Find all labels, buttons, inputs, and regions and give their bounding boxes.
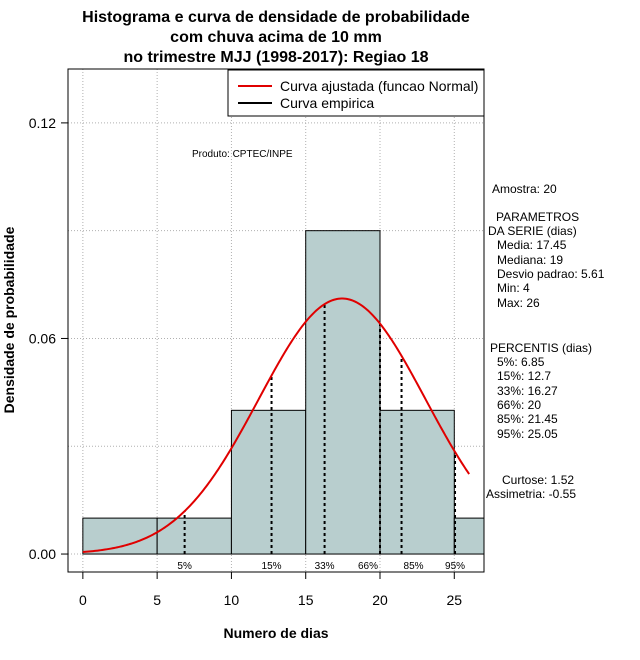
histogram-bar-2 [230, 409, 307, 555]
stat-parametros-title-2: DA SERIE (dias) [488, 224, 577, 238]
histogram-bars [82, 230, 485, 555]
stat-parametros-title-1: PARAMETROS [496, 210, 579, 224]
y-tick-label-0: 0.00 [29, 546, 56, 562]
stat-min: Min: 4 [497, 281, 530, 295]
stat-p85: 85%: 21.45 [497, 412, 558, 426]
normal-curve [82, 297, 470, 554]
x-tick-label-2: 10 [224, 592, 240, 608]
histogram-bar-0 [82, 517, 158, 555]
stat-p33: 33%: 16.27 [497, 384, 558, 398]
histogram-bar-1 [156, 517, 232, 555]
stat-p95: 95%: 25.05 [497, 427, 558, 441]
chart-title-line-3: no trimestre MJJ (1998-2017): Regiao 18 [123, 49, 428, 66]
percentile-lines: 5% 15% 33% 66% 85% 95% [177, 304, 465, 572]
stat-desvio: Desvio padrao: 5.61 [497, 267, 605, 281]
histogram-bar-3 [305, 230, 381, 555]
stat-media: Media: 17.45 [497, 238, 567, 252]
y-axis-label: Densidade de probabilidade [1, 226, 17, 413]
chart-title-line-2: com chuva acima de 10 mm [170, 29, 382, 46]
y-tick-label-2: 0.12 [29, 115, 56, 131]
y-tick-label-1: 0.06 [29, 330, 56, 346]
legend-box [227, 69, 485, 117]
stat-percentis-title: PERCENTIS (dias) [490, 341, 592, 355]
x-tick-label-1: 5 [153, 592, 161, 608]
stat-max: Max: 26 [497, 296, 540, 310]
x-tick-label-5: 25 [446, 592, 462, 608]
y-axis: 0.00 0.06 0.12 [29, 115, 69, 562]
x-tick-label-3: 15 [298, 592, 314, 608]
percentile-label-2: 33% [315, 561, 335, 572]
percentile-label-0: 5% [177, 561, 192, 572]
normal-curve-line [82, 297, 470, 554]
x-tick-label-0: 0 [79, 592, 87, 608]
chart-title-line-1: Histograma e curva de densidade de proba… [82, 9, 470, 26]
histogram-bar-4 [379, 409, 455, 555]
x-axis-label: Numero de dias [223, 625, 328, 641]
percentile-label-4: 85% [404, 561, 424, 572]
legend-label-normal: Curva ajustada (funcao Normal) [280, 78, 478, 94]
product-label: Produto: CPTEC/INPE [192, 149, 293, 160]
stat-mediana: Mediana: 19 [497, 253, 563, 267]
stat-p15: 15%: 12.7 [497, 369, 551, 383]
x-tick-label-4: 20 [372, 592, 388, 608]
percentile-label-5: 95% [445, 561, 465, 572]
legend: Curva ajustada (funcao Normal) Curva emp… [227, 69, 485, 117]
stat-assimetria: Assimetria: -0.55 [486, 487, 576, 501]
stat-amostra: Amostra: 20 [492, 182, 557, 196]
histogram-bar-5 [453, 517, 485, 555]
stat-p66: 66%: 20 [497, 398, 541, 412]
stat-curtose: Curtose: 1.52 [502, 473, 574, 487]
x-axis: 0 5 10 15 20 25 [79, 571, 462, 608]
statistics-panel: Amostra: 20 PARAMETROS DA SERIE (dias) M… [486, 182, 605, 501]
percentile-label-1: 15% [262, 561, 282, 572]
percentile-label-3: 66% [358, 561, 378, 572]
legend-label-empirical: Curva empirica [280, 95, 374, 111]
stat-p5: 5%: 6.85 [497, 355, 545, 369]
